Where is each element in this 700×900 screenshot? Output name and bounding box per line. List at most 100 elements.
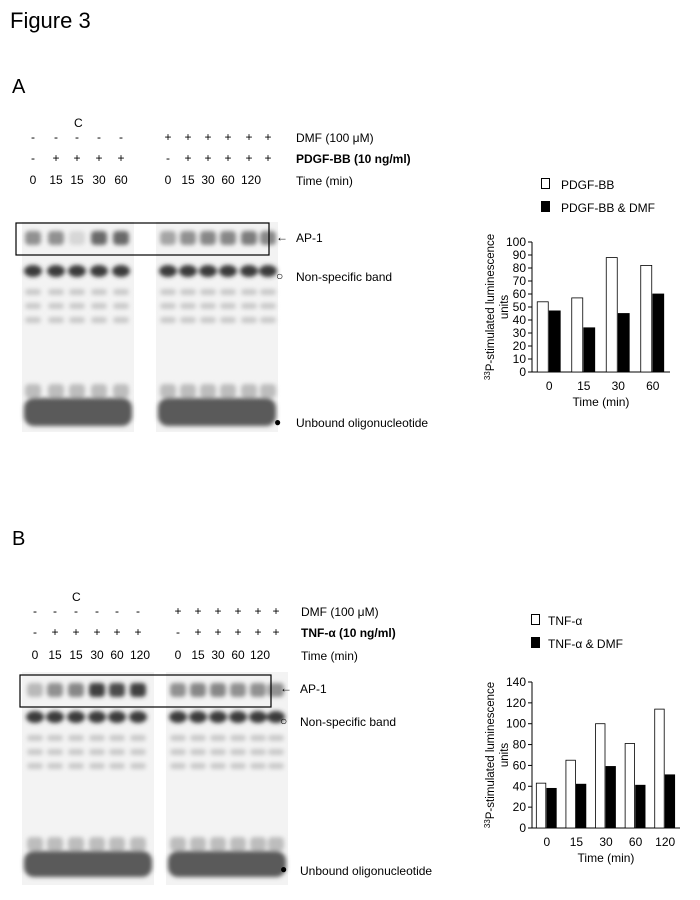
gel-b-smear — [109, 735, 125, 741]
panel-a-stim-mark-9: + — [245, 151, 253, 165]
panel-a-time-mark-0: 0 — [29, 173, 37, 187]
panel-a-stim-mark-6: + — [184, 151, 192, 165]
panel-b-stim-mark-6: - — [176, 625, 180, 639]
gel-b-smear — [170, 763, 186, 769]
chart-1-y-tick-label: 100 — [506, 717, 526, 731]
panel-b-dmf-mark-6: + — [174, 604, 182, 618]
chart-1-bar-open — [624, 743, 636, 829]
panel-b-time-mark-1: 15 — [48, 648, 62, 662]
gel-a-ap1-band — [260, 231, 276, 245]
panel-a-control-label: C — [74, 116, 83, 130]
gel-b-ap1-band — [268, 683, 284, 697]
chart-1-x-tick-label: 30 — [599, 835, 613, 849]
chart-1-y-tick-label: 120 — [506, 696, 526, 710]
gel-a-smear — [113, 289, 129, 295]
gel-b-unbound-band — [168, 851, 286, 877]
panel-a-stim-mark-2: + — [73, 151, 81, 165]
chart-1-x-tick-label: 0 — [543, 835, 550, 849]
panel-b-dmf-mark-4: - — [115, 604, 119, 618]
gel-a-smear — [91, 289, 107, 295]
panel-b-dmf-mark-3: - — [95, 604, 99, 618]
gel-b-ap1-band — [190, 683, 206, 697]
chart-0-y-label: 33P-stimulated luminescence units — [483, 234, 511, 380]
panel-b-stim-mark-7: + — [194, 625, 202, 639]
legend-a-swatch-filled — [541, 201, 550, 212]
gel-a-smear — [48, 303, 64, 309]
chart-0-bar-open — [640, 265, 653, 373]
gel-b-nonspecific-band — [169, 711, 187, 723]
gel-a-smear — [160, 289, 176, 295]
gel-b-smear — [170, 735, 186, 741]
panel-a-dmf-mark-2: - — [75, 130, 79, 144]
chart-0-y-tick-label: 100 — [506, 235, 526, 249]
gel-b-smear — [250, 735, 266, 741]
chart-1-bar-open — [565, 759, 576, 829]
chart-1-bar-filled — [546, 787, 557, 829]
panel-b-control-label: C — [72, 590, 81, 604]
chart-0-y-tick-label: 0 — [519, 365, 526, 379]
panel-b-dmf-mark-7: + — [194, 604, 202, 618]
panel-a-stim-mark-5: - — [166, 151, 170, 165]
panel-a-dmf-mark-0: - — [31, 130, 35, 144]
gel-a-smear — [220, 303, 236, 309]
panel-a-time-mark-5: 0 — [164, 173, 172, 187]
gel-a-smear — [260, 303, 276, 309]
gel-b-nonspecific-band — [267, 711, 285, 723]
panel-a-dmf-mark-10: + — [264, 130, 272, 144]
chart-0-y-tick-label: 60 — [513, 287, 527, 301]
gel-b-ap1-band — [130, 683, 146, 697]
gel-b-smear — [89, 749, 105, 755]
panel-b-stim-mark-4: + — [113, 625, 121, 639]
gel-b-ap1-band — [109, 683, 125, 697]
gel-b-nonspecific-band — [67, 711, 85, 723]
gel-a-smear — [220, 289, 236, 295]
gel-a-lower-smear — [241, 384, 257, 398]
gel-a-lower-smear — [113, 384, 129, 398]
panel-b-time-mark-5: 120 — [130, 648, 151, 662]
panel-a-time-mark-8: 60 — [221, 173, 235, 187]
panel-b-dmf-mark-8: + — [214, 604, 222, 618]
gel-b-smear — [68, 735, 84, 741]
panel-b-unbound-label: Unbound oligonucleotide — [300, 864, 433, 878]
gel-a-smear — [180, 303, 196, 309]
gel-a-smear — [200, 303, 216, 309]
gel-a-nonspecific-band — [159, 265, 177, 277]
gel-a-smear — [241, 303, 257, 309]
panel-b-time-mark-8: 30 — [211, 648, 225, 662]
panel-b-stim-mark-8: + — [214, 625, 222, 639]
chart-1-bar-filled — [635, 784, 646, 829]
gel-a-smear — [260, 289, 276, 295]
chart-1-y-label: 33P-stimulated luminescence units — [483, 682, 511, 828]
legend-b-label-open: TNF-α — [548, 614, 583, 628]
gel-b-ap1-band — [250, 683, 266, 697]
gel-a-smear — [113, 303, 129, 309]
gel-a-lower-smear — [200, 384, 216, 398]
gel-b-lower-smear — [190, 837, 206, 851]
chart-1-x-label: Time (min) — [578, 851, 635, 865]
panel-b-stim-mark-10: + — [254, 625, 262, 639]
panel-b-stim-mark-1: + — [51, 625, 59, 639]
chart-1-y-tick-label: 60 — [513, 758, 527, 772]
gel-b-lower-smear — [210, 837, 226, 851]
gel-b-smear — [47, 735, 63, 741]
gel-a-smear — [180, 289, 196, 295]
panel-a-stimulus-label: PDGF-BB (10 ng/ml) — [296, 152, 411, 166]
chart-0-y-tick-label: 90 — [513, 248, 527, 262]
panel-b-stim-mark-3: + — [93, 625, 101, 639]
panel-a-dmf-mark-3: - — [97, 130, 101, 144]
panel-b-time-mark-10: 120 — [250, 648, 271, 662]
gel-a-nonspecific-band — [90, 265, 108, 277]
chart-1-y-tick-label: 80 — [513, 738, 527, 752]
panel-a-dmf-mark-1: - — [54, 130, 58, 144]
gel-b-lower-smear — [250, 837, 266, 851]
gel-a-smear — [69, 317, 85, 323]
gel-a-smear — [48, 317, 64, 323]
gel-b-lower-smear — [27, 837, 43, 851]
gel-b-ap1-band — [27, 683, 43, 697]
chart-1-y-tick-label: 40 — [513, 779, 527, 793]
panel-b-time-mark-9: 60 — [231, 648, 245, 662]
gel-a-smear — [260, 317, 276, 323]
panel-b-stim-mark-0: - — [33, 625, 37, 639]
chart-1-bar-filled — [605, 766, 616, 829]
gel-b-lower-smear — [170, 837, 186, 851]
